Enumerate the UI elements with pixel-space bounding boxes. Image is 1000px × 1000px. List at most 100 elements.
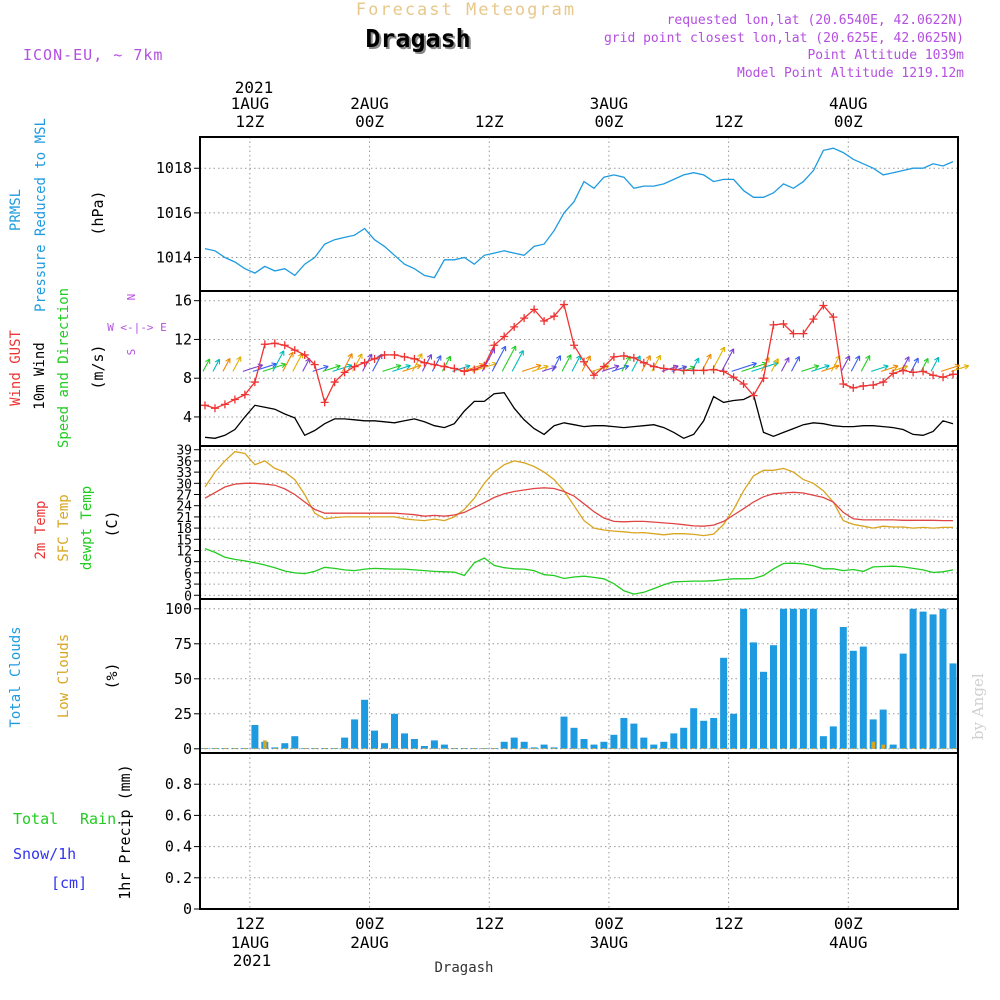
gust-marker bbox=[350, 362, 359, 371]
low-cloud-bar bbox=[542, 748, 546, 749]
wind-arrow bbox=[771, 358, 779, 372]
gust-marker bbox=[909, 368, 918, 377]
wind-arrow-head bbox=[904, 356, 910, 362]
wind-gust-line bbox=[204, 303, 954, 409]
wind-arrow-head bbox=[655, 354, 661, 361]
gust-marker bbox=[440, 362, 449, 371]
y-tick-label: 100 bbox=[165, 600, 192, 618]
time-top-date: 4AUG bbox=[829, 94, 868, 113]
wind-arrow bbox=[780, 357, 790, 372]
wind-arrow bbox=[521, 364, 542, 372]
low-cloud-bar bbox=[821, 748, 826, 749]
gust-marker bbox=[819, 301, 828, 310]
time-bottom-hour: 00Z bbox=[834, 914, 863, 933]
precip-label-rain: Rain bbox=[80, 810, 116, 828]
year-bottom: 2021 bbox=[233, 951, 272, 970]
low-cloud-bar bbox=[751, 748, 756, 749]
gust-marker bbox=[370, 354, 379, 363]
y-tick-label: 1018 bbox=[156, 159, 192, 177]
wind-arrow bbox=[821, 365, 840, 372]
low-cloud-bar bbox=[512, 748, 516, 749]
pressure-label-2: Pressure Reduced to MSL bbox=[33, 118, 49, 312]
pressure-y-ticks: 1014 1016 1018 bbox=[156, 159, 200, 267]
wind-arrow bbox=[392, 365, 411, 372]
total-cloud-bar bbox=[630, 723, 638, 749]
low-cloud-bar bbox=[303, 748, 307, 749]
y-tick-label: 6 bbox=[184, 567, 192, 582]
total-cloud-bar bbox=[780, 608, 787, 749]
total-cloud-bar bbox=[809, 608, 817, 749]
wind-arrow-head bbox=[236, 356, 242, 362]
low-cloud-bar bbox=[452, 748, 457, 749]
gust-marker bbox=[560, 300, 569, 309]
wind-arrow bbox=[431, 355, 442, 372]
model-altitude: Model Point Altitude 1219.12m bbox=[737, 66, 964, 81]
time-top-date: 2AUG bbox=[350, 94, 389, 113]
wind-arrow bbox=[382, 364, 401, 372]
y-tick-label: 24 bbox=[176, 500, 192, 515]
gust-marker bbox=[699, 366, 708, 375]
gust-marker bbox=[829, 313, 838, 322]
wind-arrow bbox=[801, 365, 819, 372]
model-label: ICON-EU, ~ 7km bbox=[23, 46, 163, 64]
gust-marker bbox=[849, 383, 858, 392]
wind-arrow-head bbox=[464, 364, 471, 370]
total-cloud-bar bbox=[291, 736, 299, 749]
compass-north: N bbox=[125, 294, 138, 301]
total-cloud-bar bbox=[600, 741, 608, 749]
gust-marker bbox=[809, 315, 818, 324]
panel-frame bbox=[199, 136, 959, 292]
wind-arrow bbox=[222, 358, 231, 372]
low-cloud-bar bbox=[572, 748, 576, 749]
low-cloud-bar bbox=[801, 748, 806, 749]
total-cloud-bar bbox=[760, 671, 767, 749]
total-cloud-bar bbox=[670, 733, 678, 749]
gust-marker bbox=[290, 346, 299, 355]
gust-marker bbox=[250, 378, 259, 387]
total-cloud-bar bbox=[859, 646, 867, 749]
wind-arrow bbox=[511, 350, 524, 372]
gust-marker bbox=[899, 366, 908, 375]
low-cloud-bar bbox=[901, 748, 905, 749]
total-cloud-bar bbox=[740, 608, 748, 749]
gust-marker bbox=[589, 371, 598, 380]
wind-arrow-head bbox=[751, 361, 757, 368]
gust-marker bbox=[859, 381, 868, 390]
wind-arrow-head bbox=[426, 353, 433, 360]
year-top: 2021 bbox=[235, 78, 274, 97]
total-cloud-bar bbox=[361, 699, 369, 749]
wind-arrow-head bbox=[323, 364, 329, 371]
wind-direction-arrows bbox=[202, 345, 970, 372]
y-tick-label: 0 bbox=[184, 589, 192, 604]
time-top-hour: 12Z bbox=[714, 112, 743, 131]
gust-marker bbox=[879, 378, 888, 387]
gust-marker bbox=[300, 350, 309, 359]
gust-marker bbox=[310, 360, 319, 369]
y-tick-label: 0.2 bbox=[165, 869, 192, 887]
gust-marker bbox=[609, 352, 618, 361]
gust-marker bbox=[709, 365, 718, 374]
total-cloud-bar bbox=[341, 737, 349, 749]
time-bottom-date: 4AUG bbox=[829, 933, 868, 952]
location-title-front: Dragash bbox=[365, 24, 470, 53]
wind-arrow bbox=[881, 365, 899, 372]
low-cloud-bar bbox=[741, 748, 746, 749]
wind-arrow bbox=[491, 346, 507, 372]
wind-arrow-head bbox=[436, 355, 442, 361]
low-cloud-bar bbox=[253, 748, 257, 749]
total-cloud-bar bbox=[789, 608, 797, 749]
low-cloud-bar bbox=[382, 748, 387, 749]
y-tick-label: 0.4 bbox=[165, 838, 192, 856]
dewpoint-line bbox=[204, 547, 954, 595]
gust-marker bbox=[470, 365, 479, 374]
low-cloud-bar bbox=[632, 748, 636, 749]
wind-arrow bbox=[940, 364, 960, 372]
panel-frame bbox=[199, 290, 959, 447]
total-cloud-bar bbox=[720, 657, 728, 749]
wind-label-1: Wind GUST bbox=[8, 330, 24, 406]
total-cloud-bar bbox=[690, 708, 698, 749]
total-cloud-bar bbox=[899, 653, 907, 749]
total-cloud-bar bbox=[590, 744, 598, 749]
low-cloud-bar bbox=[582, 748, 586, 749]
